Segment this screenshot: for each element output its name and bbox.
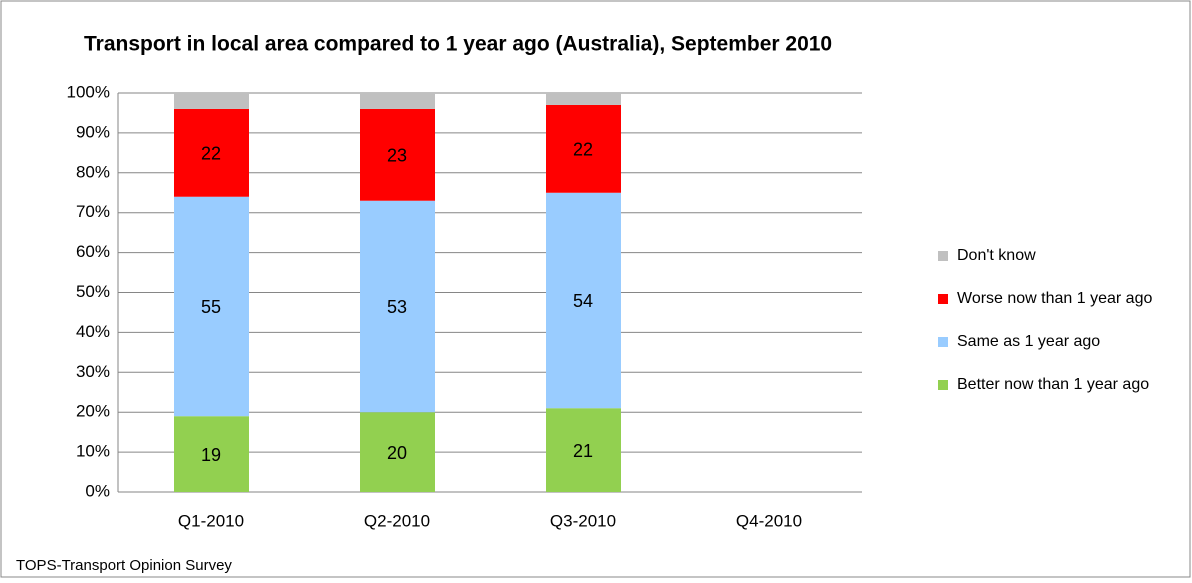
y-tick-label: 70% [76, 202, 110, 221]
y-tick-label: 20% [76, 402, 110, 421]
bar-segment [360, 200, 435, 413]
bar-segment [360, 108, 435, 201]
bar-segment [546, 93, 621, 105]
data-label: 19 [201, 445, 221, 465]
x-tick-label: Q3-2010 [550, 511, 616, 530]
legend-swatch [938, 380, 948, 390]
data-label: 22 [573, 140, 593, 160]
data-label: 23 [387, 146, 407, 166]
y-tick-label: 80% [76, 162, 110, 181]
y-tick-label: 0% [85, 481, 110, 500]
bar-segment [546, 408, 621, 492]
legend-swatch [938, 251, 948, 261]
bar-segment [174, 108, 249, 197]
x-tick-label: Q1-2010 [178, 511, 244, 530]
bar-segment [360, 93, 435, 109]
x-tick-label: Q2-2010 [364, 511, 430, 530]
data-label: 22 [201, 144, 221, 164]
bar-segment [546, 104, 621, 193]
bar-segment [174, 196, 249, 417]
data-label: 21 [573, 441, 593, 461]
chart-title: Transport in local area compared to 1 ye… [84, 33, 832, 56]
y-tick-label: 90% [76, 122, 110, 141]
y-tick-label: 30% [76, 362, 110, 381]
y-tick-label: 10% [76, 442, 110, 461]
legend-label: Same as 1 year ago [957, 333, 1100, 350]
y-tick-label: 50% [76, 282, 110, 301]
data-label: 55 [201, 297, 221, 317]
y-tick-label: 100% [67, 82, 110, 101]
legend-swatch [938, 337, 948, 347]
data-label: 54 [573, 291, 593, 311]
data-label: 53 [387, 297, 407, 317]
footer: TOPS-Transport Opinion Survey [16, 557, 232, 574]
legend-label: Don't know [957, 247, 1036, 264]
bar-segment [360, 412, 435, 492]
y-tick-label: 40% [76, 322, 110, 341]
data-label: 20 [387, 443, 407, 463]
legend-swatch [938, 294, 948, 304]
bar-segment [546, 192, 621, 409]
y-tick-label: 60% [76, 242, 110, 261]
x-tick-label: Q4-2010 [736, 511, 802, 530]
legend-label: Better now than 1 year ago [957, 376, 1149, 393]
legend-label: Worse now than 1 year ago [957, 290, 1152, 307]
bar-segment [174, 416, 249, 492]
bar-segment [174, 93, 249, 109]
